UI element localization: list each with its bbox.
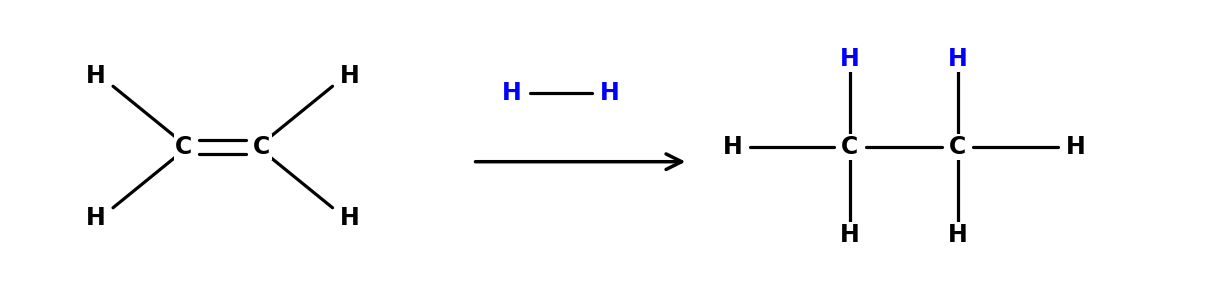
Text: H: H	[86, 64, 105, 88]
Text: H: H	[341, 64, 360, 88]
Text: C: C	[841, 135, 859, 159]
Text: H: H	[503, 81, 522, 105]
Text: H: H	[948, 223, 968, 247]
Text: H: H	[86, 206, 105, 230]
Text: H: H	[1065, 135, 1085, 159]
Text: H: H	[341, 206, 360, 230]
Text: C: C	[254, 135, 271, 159]
Text: H: H	[600, 81, 620, 105]
Text: C: C	[175, 135, 192, 159]
Text: H: H	[722, 135, 742, 159]
Text: H: H	[840, 223, 860, 247]
Text: H: H	[948, 47, 968, 71]
Text: C: C	[949, 135, 966, 159]
Text: H: H	[840, 47, 860, 71]
